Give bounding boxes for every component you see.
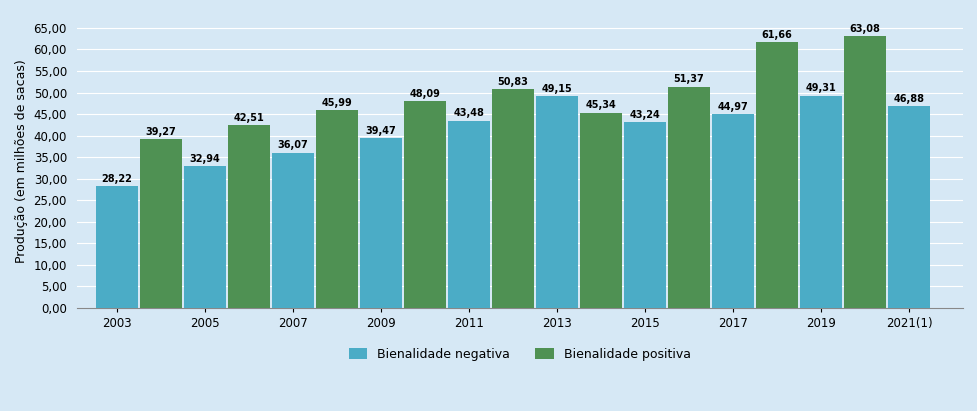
Text: 49,15: 49,15 (541, 84, 572, 94)
Text: 28,22: 28,22 (102, 174, 132, 184)
Bar (755, 42, 797, 308)
Bar (404, 101, 446, 308)
Text: 42,51: 42,51 (234, 113, 264, 122)
Text: 32,94: 32,94 (190, 154, 220, 164)
Bar (228, 125, 270, 308)
Text: 46,88: 46,88 (893, 94, 923, 104)
Text: 43,48: 43,48 (453, 109, 484, 118)
Bar (447, 121, 489, 308)
Bar (272, 152, 314, 308)
Bar (184, 166, 226, 308)
Text: 43,24: 43,24 (629, 109, 659, 120)
Bar (887, 106, 929, 308)
Bar (316, 110, 358, 308)
Bar (535, 96, 577, 308)
Bar (96, 186, 138, 308)
Y-axis label: Produção (em milhões de sacas): Produção (em milhões de sacas) (15, 60, 28, 263)
Bar (491, 89, 533, 308)
Text: 39,27: 39,27 (146, 127, 176, 136)
Text: 63,08: 63,08 (849, 24, 879, 34)
Text: 48,09: 48,09 (409, 89, 440, 99)
Text: 50,83: 50,83 (497, 77, 528, 87)
Text: 36,07: 36,07 (277, 141, 308, 150)
Bar (579, 113, 621, 308)
Text: 45,99: 45,99 (321, 98, 352, 108)
Text: 51,37: 51,37 (673, 74, 703, 85)
Text: 61,66: 61,66 (761, 30, 791, 40)
Bar (140, 139, 182, 308)
Bar (667, 87, 709, 308)
Legend: Bienalidade negativa, Bienalidade positiva: Bienalidade negativa, Bienalidade positi… (343, 343, 696, 366)
Bar (843, 36, 885, 308)
Text: 45,34: 45,34 (585, 100, 616, 111)
Bar (360, 138, 402, 308)
Bar (711, 114, 753, 308)
Text: 44,97: 44,97 (717, 102, 747, 112)
Bar (623, 122, 665, 308)
Text: 49,31: 49,31 (805, 83, 835, 93)
Text: 39,47: 39,47 (365, 126, 396, 136)
Bar (799, 95, 841, 308)
